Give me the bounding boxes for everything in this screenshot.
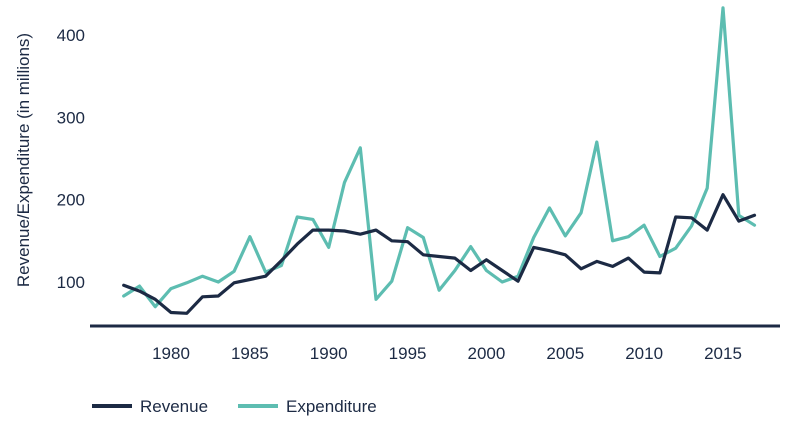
series-line-expenditure (122, 6, 757, 309)
x-tick-label: 2000 (468, 344, 506, 363)
y-tick-label: 400 (57, 26, 85, 45)
x-tick-labels: 1980 1985 1990 1995 2000 2005 2010 2015 (152, 344, 742, 363)
x-tick-label: 1985 (231, 344, 269, 363)
series-layer (122, 6, 757, 315)
series-line-revenue (122, 193, 757, 315)
y-tick-labels: 100 200 300 400 (57, 26, 85, 292)
x-tick-label: 1980 (152, 344, 190, 363)
x-tick-label: 2005 (546, 344, 584, 363)
y-axis-title: Revenue/Expenditure (in millions) (14, 33, 33, 287)
legend-label-expenditure: Expenditure (286, 397, 377, 416)
y-tick-label: 300 (57, 108, 85, 127)
x-tick-label: 2010 (625, 344, 663, 363)
y-tick-label: 200 (57, 191, 85, 210)
x-tick-label: 1990 (310, 344, 348, 363)
legend: Revenue Expenditure (92, 397, 377, 416)
legend-label-revenue: Revenue (140, 397, 208, 416)
x-tick-label: 2015 (704, 344, 742, 363)
y-axis-title-group: Revenue/Expenditure (in millions) (14, 33, 33, 287)
y-tick-label: 100 (57, 273, 85, 292)
x-tick-label: 1995 (389, 344, 427, 363)
